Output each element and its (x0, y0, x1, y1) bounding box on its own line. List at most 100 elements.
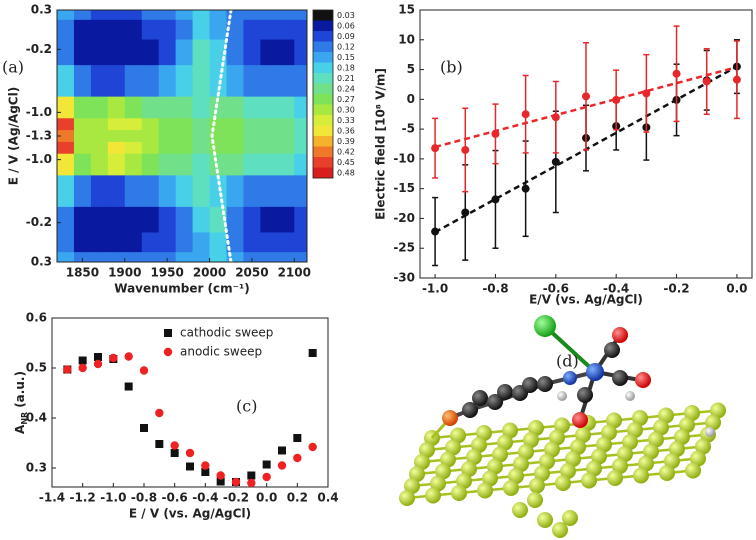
heat-cell (192, 10, 211, 21)
heat-cell (277, 65, 295, 98)
atom-or-bond (513, 456, 529, 472)
heat-cell (243, 118, 261, 131)
y-tick-label: -1.3 (26, 129, 52, 143)
heat-cell (175, 19, 194, 41)
heat-cell (260, 39, 278, 66)
atom-or-bond (430, 475, 446, 492)
heat-cell (90, 206, 109, 233)
point (521, 110, 530, 119)
y-tick-label: 0.3 (31, 3, 52, 17)
heat-cell (90, 175, 109, 208)
heat-cell (158, 232, 177, 253)
heat-cell (73, 153, 92, 176)
heat-cell (158, 96, 177, 119)
y-tick-label: -20 (393, 211, 415, 225)
atom-or-bond (497, 434, 513, 451)
heat-cell (57, 206, 75, 233)
point (491, 195, 500, 204)
legend-label: cathodic sweep (180, 326, 273, 340)
point (732, 75, 741, 84)
atom-or-bond (527, 492, 543, 508)
heat-cell (124, 65, 143, 98)
atom-or-bond (534, 315, 556, 337)
point (262, 472, 271, 482)
heat-cell (294, 118, 307, 131)
heat-cell (209, 96, 227, 119)
point (216, 477, 225, 486)
colorbar-swatch (313, 115, 333, 126)
point (247, 478, 256, 488)
y-axis-label-part: A (13, 424, 27, 434)
x-tick-label: -0.6 (162, 491, 188, 505)
atom-or-bond (404, 478, 420, 494)
heat-cell (260, 175, 278, 208)
heat-cell (294, 39, 307, 66)
colorbar-label: 0.48 (337, 168, 355, 177)
heat-cell (243, 39, 261, 66)
heat-cell (90, 19, 109, 41)
atom-or-bond (612, 370, 628, 386)
heat-cell (175, 65, 194, 98)
heat-cell (73, 65, 92, 98)
heat-cell (107, 39, 126, 66)
y-axis-label: Electric field [10⁸ V/m] (374, 68, 388, 220)
heat-cell (209, 10, 227, 21)
heat-cell (158, 130, 177, 143)
heat-cell (107, 96, 126, 119)
x-tick-label: -0.4 (192, 491, 218, 505)
atom-or-bond (596, 436, 612, 453)
heat-cell (226, 10, 244, 21)
x-tick-label: 0.4 (317, 491, 338, 505)
heat-cell (107, 141, 126, 155)
x-tick-label: -0.8 (131, 491, 157, 505)
heat-cell (107, 153, 126, 176)
legend-label: anodic sweep (180, 345, 262, 359)
heat-cell (90, 118, 109, 131)
heat-cell (277, 19, 295, 41)
colorbar-swatch (313, 157, 333, 168)
x-tick-label: 0.2 (287, 491, 308, 505)
x-tick-label: 1850 (66, 266, 99, 280)
heat-cell (277, 141, 295, 155)
atom-or-bond (674, 429, 690, 445)
heat-cell (57, 118, 75, 131)
heat-cell (107, 19, 126, 41)
atom-or-bond (549, 429, 565, 446)
y-tick-label: 0.5 (26, 361, 47, 375)
atom-or-bond (554, 417, 570, 434)
heat-cell (260, 130, 278, 143)
heat-cell (260, 19, 278, 41)
atom-or-bond (690, 450, 706, 467)
heat-cell (277, 206, 295, 233)
atom-or-bond (617, 446, 633, 462)
atom-or-bond (560, 463, 576, 479)
y-tick-label: 15 (398, 3, 415, 17)
y-tick-label: 0.4 (26, 411, 47, 425)
heat-cell (192, 65, 211, 98)
y-tick-label: 0.6 (26, 311, 47, 325)
heat-cell (158, 175, 177, 208)
colorbar-label: 0.39 (337, 137, 355, 146)
heat-cell (226, 252, 244, 262)
y-tick-label: -5 (402, 122, 415, 136)
atom-or-bond (685, 462, 701, 479)
heat-cell (57, 10, 75, 21)
atom-or-bond (451, 485, 467, 501)
atom-or-bond (581, 472, 597, 489)
heat-cell (158, 65, 177, 98)
heat-cell (260, 153, 278, 176)
heat-cell (277, 10, 295, 21)
atom-or-bond (442, 410, 458, 426)
atom-or-bond (635, 372, 651, 388)
atom-or-bond (512, 502, 528, 518)
y-tick-label: 10 (398, 32, 415, 46)
point (293, 434, 302, 442)
legend-marker (164, 329, 172, 337)
atom-or-bond (419, 442, 435, 458)
atom-or-bond (537, 512, 553, 528)
atom-or-bond (461, 461, 477, 477)
y-axis-label-part: NR (20, 412, 29, 425)
heat-cell (141, 141, 160, 155)
atom-or-bond (572, 412, 588, 428)
x-tick-label: -0.2 (663, 282, 689, 296)
